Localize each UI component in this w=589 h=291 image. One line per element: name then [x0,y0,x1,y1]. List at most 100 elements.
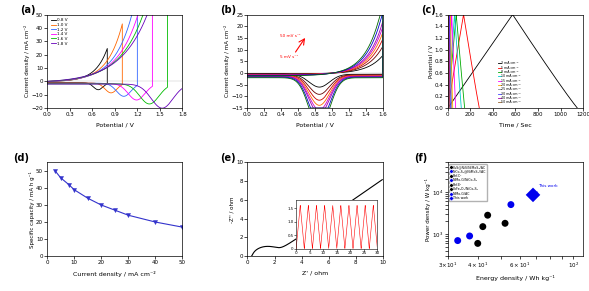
Line: 8 mA cm⁻²: 8 mA cm⁻² [448,15,465,108]
1.6 V [96,82,103,86]
Text: (a): (a) [20,5,35,15]
1.0 V [104,58,111,61]
40 mA cm⁻² [446,54,453,57]
1.2 V [128,13,135,16]
3 mA cm⁻² [559,86,566,90]
Point [473,241,482,246]
50 mA cm⁻² [445,86,452,90]
20 mA cm⁻² [444,107,451,110]
20 mA cm⁻² [449,107,456,110]
Text: (d): (d) [14,152,29,163]
Point [483,213,492,218]
1.4 V [109,82,116,86]
1.8 V [44,80,51,83]
0.8 V [44,81,51,84]
40 mA cm⁻² [446,107,454,110]
15 mA cm⁻² [450,54,457,57]
Line: 1.6 V: 1.6 V [47,15,167,104]
8 mA cm⁻² [456,52,463,55]
15 mA cm⁻² [448,13,455,16]
30 mA cm⁻² [446,51,453,54]
X-axis label: Energy density / Wh kg⁻¹: Energy density / Wh kg⁻¹ [476,275,555,281]
Text: 5 mV s⁻¹: 5 mV s⁻¹ [280,55,297,59]
1.8 V [98,82,105,86]
1.0 V [44,80,51,83]
50 mA cm⁻² [445,13,452,16]
1.2 V [83,81,90,85]
50 mA cm⁻² [445,54,452,57]
Line: 1.4 V: 1.4 V [47,15,153,100]
3 mA cm⁻² [537,54,544,57]
30 mA cm⁻² [444,105,451,109]
X-axis label: Potential / V: Potential / V [296,123,334,128]
1.6 V [44,82,51,86]
40 mA cm⁻² [445,13,452,16]
X-axis label: Time / Sec: Time / Sec [499,123,532,128]
0.8 V [104,47,111,50]
1.4 V [129,29,136,32]
15 mA cm⁻² [444,105,451,109]
Legend: 0.8 V, 1.0 V, 1.2 V, 1.4 V, 1.6 V, 1.8 V: 0.8 V, 1.0 V, 1.2 V, 1.4 V, 1.6 V, 1.8 V [51,17,68,46]
50 mA cm⁻² [445,51,452,54]
1.0 V [110,48,117,52]
1.4 V [86,82,93,85]
20 mA cm⁻² [444,105,451,109]
Text: (f): (f) [414,152,427,163]
1.8 V [144,13,151,16]
Point [506,202,515,207]
20 mA cm⁻² [449,86,456,90]
Text: (b): (b) [220,5,237,15]
1.0 V [119,22,126,26]
1.6 V [146,102,153,106]
8 mA cm⁻² [453,13,460,16]
Y-axis label: Power density / W kg⁻¹: Power density / W kg⁻¹ [425,178,431,241]
5 mA cm⁻² [474,95,481,98]
1.0 V [74,81,81,85]
30 mA cm⁻² [446,54,453,57]
0.8 V [56,79,63,83]
0.8 V [68,81,75,84]
Line: 25 mA cm⁻²: 25 mA cm⁻² [448,15,452,108]
1.4 V [133,98,140,102]
30 mA cm⁻² [445,13,452,16]
1.2 V [120,95,127,98]
1.2 V [44,80,51,83]
1.6 V [118,82,125,86]
8 mA cm⁻² [444,105,451,109]
25 mA cm⁻² [444,107,451,110]
8 mA cm⁻² [460,95,467,98]
10 mA cm⁻² [444,107,451,110]
10 mA cm⁻² [454,54,461,57]
8 mA cm⁻² [444,107,451,110]
1.0 V [44,81,51,85]
40 mA cm⁻² [446,51,453,54]
1.2 V [117,45,124,49]
Text: 50 mV s⁻¹: 50 mV s⁻¹ [280,34,300,38]
Y-axis label: Current density / mA cm⁻²: Current density / mA cm⁻² [224,25,230,97]
20 mA cm⁻² [448,54,455,57]
1.2 V [123,30,130,33]
15 mA cm⁻² [452,95,459,98]
3 mA cm⁻² [509,13,516,16]
10 mA cm⁻² [458,107,465,110]
5 mA cm⁻² [444,105,451,109]
1.2 V [44,81,51,85]
X-axis label: Current density / mA cm⁻²: Current density / mA cm⁻² [74,271,156,277]
1.2 V [100,82,107,85]
8 mA cm⁻² [461,107,468,110]
0.8 V [92,67,100,71]
Line: 5 mA cm⁻²: 5 mA cm⁻² [448,15,479,108]
1.8 V [44,82,51,86]
1.6 V [44,80,51,83]
Line: 15 mA cm⁻²: 15 mA cm⁻² [448,15,456,108]
Point [465,234,474,238]
Point [500,221,509,226]
1.8 V [71,77,78,80]
1.0 V [107,91,114,95]
8 mA cm⁻² [456,51,463,54]
0.8 V [70,81,77,84]
15 mA cm⁻² [450,51,457,54]
Legend: 3 mA cm⁻², 5 mA cm⁻², 8 mA cm⁻², 10 mA cm⁻², 15 mA cm⁻², 20 mA cm⁻², 25 mA cm⁻²,: 3 mA cm⁻², 5 mA cm⁻², 8 mA cm⁻², 10 mA c… [497,60,522,106]
10 mA cm⁻² [456,86,464,90]
1.6 V [92,82,99,86]
